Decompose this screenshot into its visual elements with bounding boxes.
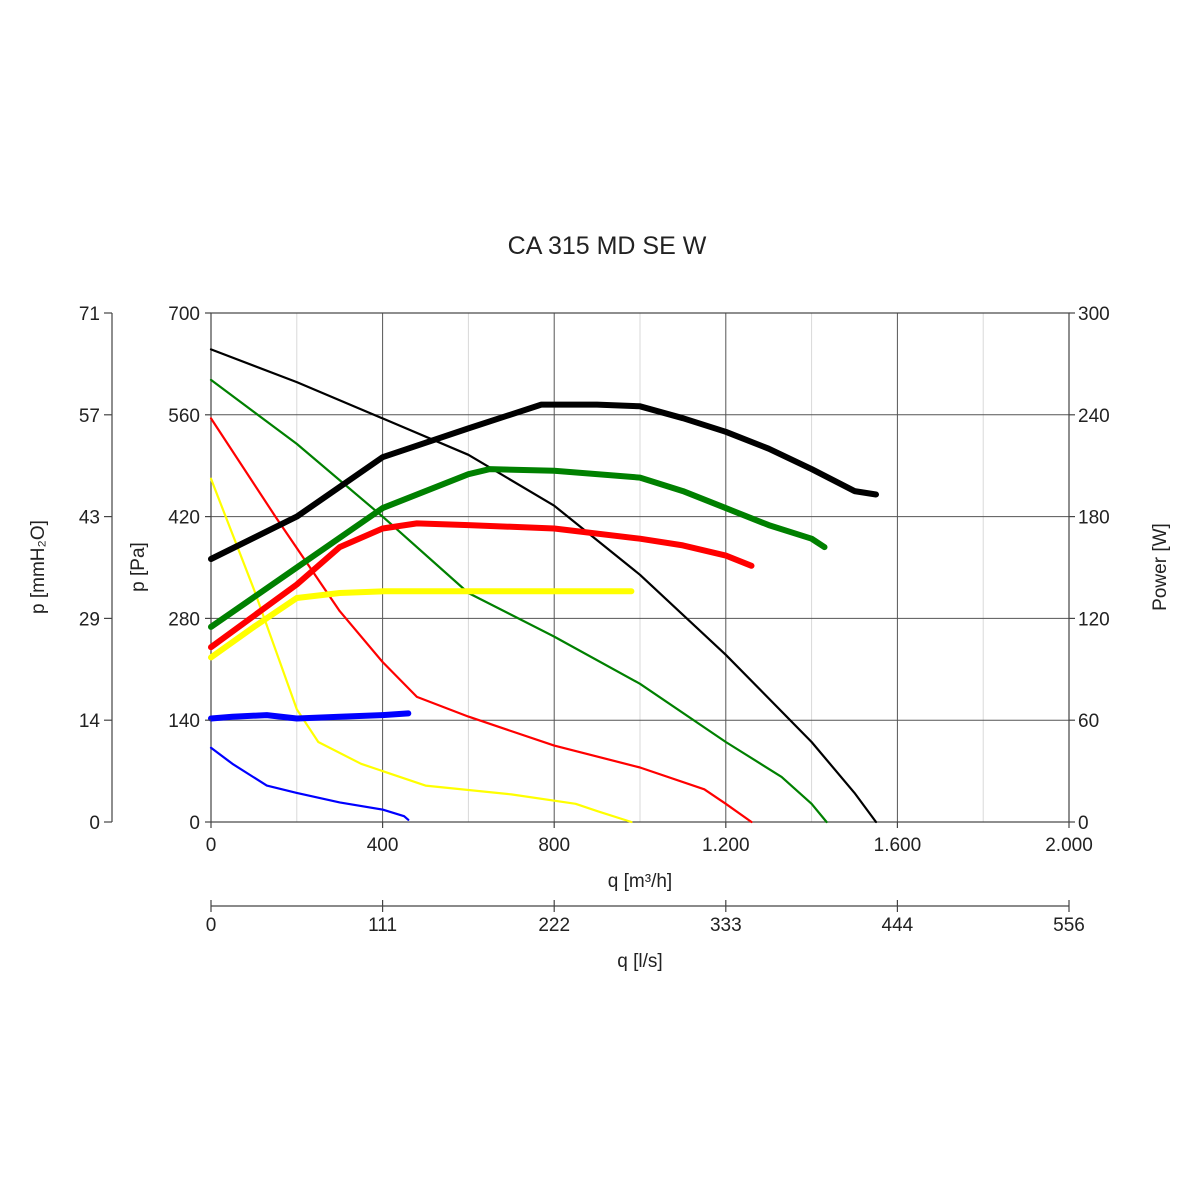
power-curve-6	[208, 466, 828, 630]
x-axis-m3h-tick-label: 1.600	[874, 835, 922, 856]
y-axis-mmh2o-tick-label: 57	[79, 406, 100, 427]
power-curve-8	[208, 588, 635, 661]
pressure-curve-1	[209, 378, 828, 824]
x-axis-m3h-tick-label: 400	[367, 835, 399, 856]
y-axis-power-tick-label: 60	[1078, 711, 1099, 732]
y-axis-pa-tick-label: 140	[168, 711, 200, 732]
y-axis-mmh2o: 0 14 29 43 57 71	[79, 304, 113, 834]
y-axis-pa-tick-label: 280	[168, 609, 200, 630]
y-axis-pa: 0 140 280 420 560 700	[168, 304, 211, 834]
x-axis-ls-tick-label: 444	[882, 915, 914, 936]
y-axis-power-tick-label: 240	[1078, 406, 1110, 427]
x-axis-ls-tick-label: 222	[538, 915, 570, 936]
y-axis-power-tick-label: 0	[1078, 813, 1089, 834]
x-axis-ls-title: q [l/s]	[617, 951, 662, 972]
y-axis-mmh2o-tick-label: 71	[79, 304, 100, 325]
y-axis-power-tick-label: 300	[1078, 304, 1110, 325]
y-axis-mmh2o-tick-label: 14	[79, 711, 101, 732]
y-axis-pa-tick-label: 420	[168, 508, 200, 529]
power-curve-7	[208, 520, 755, 651]
y-axis-pa-title: p [Pa]	[128, 542, 149, 592]
x-axis-ls-tick-label: 0	[206, 915, 217, 936]
y-axis-mmh2o-tick-label: 29	[79, 609, 100, 630]
pressure-curve-4	[209, 746, 410, 821]
pressure-curve-3	[209, 477, 633, 824]
plot-area-frame	[210, 312, 1070, 823]
y-axis-mmh2o-tick-label: 43	[79, 508, 100, 529]
y-axis-mmh2o-tick-label: 0	[89, 813, 100, 834]
power-curve-9	[208, 710, 412, 722]
x-axis-ls-tick-label: 111	[368, 915, 397, 936]
y-axis-power-tick-label: 120	[1078, 609, 1110, 630]
y-axis-mmh2o-title: p [mmH₂O]	[28, 520, 49, 614]
x-axis-m3h-tick-label: 2.000	[1045, 835, 1093, 856]
x-axis-ls-tick-label: 333	[710, 915, 742, 936]
chart-title: CA 315 MD SE W	[508, 232, 707, 260]
y-axis-power-tick-label: 180	[1078, 508, 1110, 529]
pressure-curve-0	[209, 348, 878, 824]
series-layer	[208, 348, 879, 824]
y-axis-power: 0 60 120 180 240 300	[1069, 304, 1110, 834]
y-axis-pa-tick-label: 0	[189, 813, 200, 834]
y-axis-power-title: Power [W]	[1150, 523, 1171, 611]
x-axis-m3h-tick-label: 800	[538, 835, 570, 856]
x-axis-ls-tick-label: 556	[1053, 915, 1085, 936]
major-gridlines	[211, 313, 1069, 822]
y-axis-pa-tick-label: 560	[168, 406, 200, 427]
power-curve-5	[208, 401, 879, 562]
x-axis-m3h-title: q [m³/h]	[608, 871, 672, 892]
x-axis-m3h: 0 400 800 1.200 1.600 2.000	[206, 822, 1093, 856]
minor-gridlines	[296, 313, 984, 822]
pressure-curve-2	[209, 417, 753, 824]
x-axis-ls: 0 111 222 333 444 556	[206, 900, 1085, 936]
x-axis-m3h-tick-label: 1.200	[702, 835, 750, 856]
y-axis-pa-tick-label: 700	[168, 304, 200, 325]
x-axis-m3h-tick-label: 0	[206, 835, 217, 856]
